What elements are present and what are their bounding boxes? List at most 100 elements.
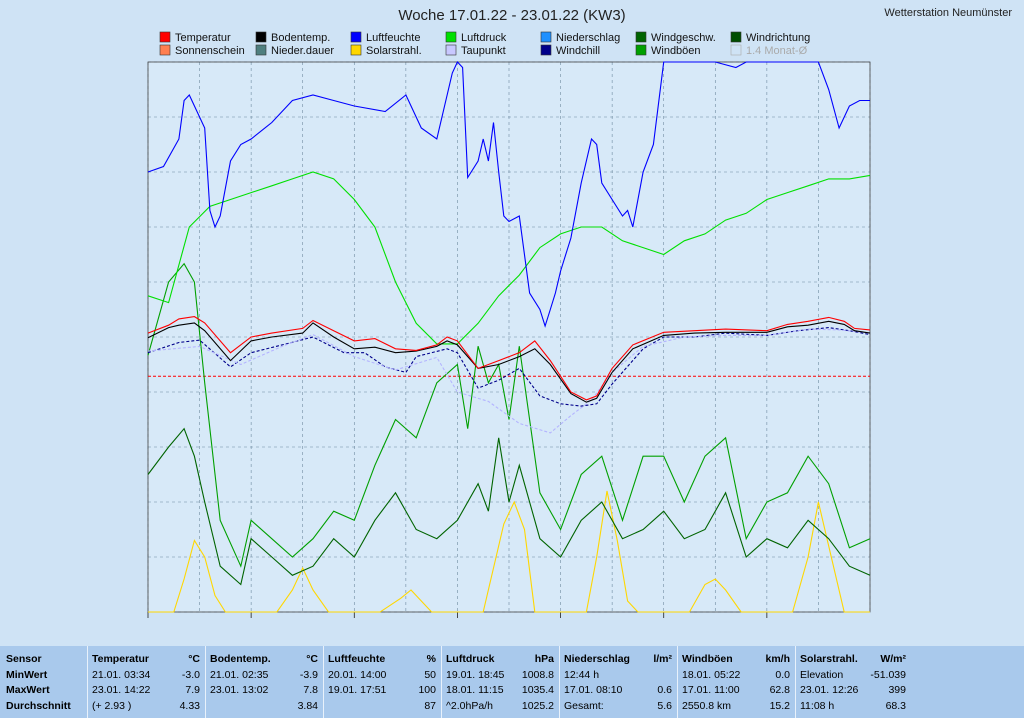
summary-row: 18.01. 11:15 1035.4: [446, 683, 554, 699]
summary-value: 62.8: [769, 684, 790, 696]
summary-value: 100: [418, 684, 436, 696]
legend-swatch: [730, 31, 742, 43]
series-line-windgeschw-: [147, 427, 871, 586]
summary-time: 23.01. 13:02: [210, 684, 269, 696]
series-line-luftdruck: [147, 171, 871, 345]
legend-swatch: [635, 44, 647, 56]
summary-value: 7.8: [303, 684, 318, 696]
series-line-taupunkt: [147, 328, 871, 434]
summary-header: Niederschlag l/m²: [564, 652, 672, 668]
legend-swatch: [635, 31, 647, 43]
summary-title: Bodentemp.: [210, 653, 271, 665]
summary-row: 17.01. 11:00 62.8: [682, 683, 790, 699]
summary-value: 5.6: [657, 699, 672, 712]
series-line-windb-en: [147, 262, 871, 568]
summary-row: 3.84: [210, 699, 318, 715]
plot-border: [147, 61, 871, 613]
summary-time: 17.01. 08:10: [564, 684, 623, 696]
legend-label: Taupunkt: [461, 45, 506, 57]
summary-value: 7.9: [185, 684, 200, 696]
summary-column: Luftdruck hPa 19.01. 18:45 1008.8 18.01. 11:…: [446, 652, 554, 714]
summary-column: Temperatur °C 21.01. 03:34 -3.0 23.01. 14:22…: [92, 652, 200, 714]
grid-lines: [147, 61, 871, 613]
summary-time: 23.01. 14:22: [92, 684, 151, 696]
summary-value: 15.2: [769, 699, 790, 712]
legend-swatch: [445, 44, 457, 56]
summary-time: 18.01. 05:22: [682, 668, 741, 681]
summary-time: 12:44 h: [564, 668, 600, 681]
summary-header: Sensor: [6, 652, 86, 668]
series-line-solarstrahl-: [148, 490, 870, 613]
summary-separator: [795, 646, 796, 718]
summary-row: 11:08 h 68.3: [800, 699, 906, 715]
summary-row: Elevation -51.039: [800, 668, 906, 684]
summary-unit: hPa: [534, 653, 554, 665]
summary-separator: [441, 646, 442, 718]
summary-time: 11:08 h: [800, 699, 835, 712]
summary-title: Temperatur: [92, 653, 149, 665]
summary-header: Bodentemp. °C: [210, 652, 318, 668]
summary-row-label: MaxWert: [6, 684, 50, 696]
summary-time: 17.01. 11:00: [682, 684, 740, 696]
summary-row: 19.01. 17:51 100: [328, 683, 436, 699]
summary-time: 21.01. 02:35: [210, 668, 269, 681]
legend-label: Temperatur: [175, 32, 231, 44]
summary-time: 19.01. 18:45: [446, 668, 505, 681]
weather-chart: Temperatur Bodentemp. Luftfeuchte Luftdruck…: [147, 7, 1013, 618]
legend-label: Sonnenschein: [175, 45, 245, 57]
summary-row: 21.01. 02:35 -3.9: [210, 668, 318, 684]
summary-header: Windböen km/h: [682, 652, 790, 668]
summary-column: Luftfeuchte% 20.01. 14:00 50 19.01. 17:51 10…: [328, 652, 436, 714]
summary-title: Luftdruck: [446, 653, 495, 665]
legend-label: Bodentemp.: [271, 32, 330, 44]
summary-separator: [323, 646, 324, 718]
summary-unit: °C: [188, 653, 200, 665]
legend-swatch: [350, 44, 362, 56]
summary-separator: [677, 646, 678, 718]
summary-title: Sensor: [6, 653, 42, 665]
summary-column: Bodentemp. °C 21.01. 02:35 -3.9 23.01. 13:02…: [210, 652, 318, 714]
summary-column: Niederschlag l/m² 12:44 h 17.01. 08:10 0.6 Ge…: [564, 652, 672, 714]
summary-row: 87: [328, 699, 436, 715]
legend-swatch: [159, 31, 171, 43]
legend-label: Windrichtung: [746, 32, 810, 44]
station-name: Wetterstation Neumünster: [884, 7, 1012, 19]
legend-label: Windchill: [556, 45, 600, 57]
summary-row: MinWert: [6, 668, 86, 684]
summary-value: 399: [888, 684, 906, 696]
legend-label: Nieder.dauer: [271, 45, 334, 57]
summary-value: 0.0: [775, 668, 790, 681]
summary-value: 68.3: [885, 699, 906, 712]
summary-header: Luftdruck hPa: [446, 652, 554, 668]
summary-unit: l/m²: [653, 653, 672, 665]
summary-value: 3.84: [297, 699, 318, 712]
summary-value: -3.0: [181, 668, 200, 681]
summary-title: Niederschlag: [564, 653, 630, 665]
summary-row: 12:44 h: [564, 668, 672, 684]
legend-swatch: [350, 31, 362, 43]
summary-title: Luftfeuchte: [328, 653, 386, 665]
summary-column: Solarstrahl. W/m² Elevation -51.039 23.01. 1…: [800, 652, 906, 714]
summary-row: MaxWert: [6, 683, 86, 699]
summary-row: 20.01. 14:00 50: [328, 668, 436, 684]
legend-swatch: [540, 44, 552, 56]
summary-row: 2550.8 km 15.2: [682, 699, 790, 715]
summary-time: Elevation: [800, 668, 844, 681]
legend-label: 1.4 Monat-Ø: [746, 45, 808, 57]
summary-time: 18.01. 11:15: [446, 684, 504, 696]
series-line-bodentemp-: [147, 320, 871, 403]
summary-table: Sensor MinWert MaxWert Durchschnitt Temperat…: [0, 646, 1024, 718]
summary-unit: km/h: [765, 653, 790, 665]
legend: Temperatur Bodentemp. Luftfeuchte Luftdruck…: [159, 31, 810, 57]
summary-time: ^2.0hPa/h: [446, 699, 493, 712]
series-line-temperatur: [147, 316, 871, 401]
summary-value: 87: [424, 699, 436, 712]
summary-title: Solarstrahl.: [800, 653, 858, 665]
summary-row-label: MinWert: [6, 668, 48, 681]
legend-label: Windböen: [651, 45, 701, 57]
summary-row: ^2.0hPa/h 1025.2: [446, 699, 554, 715]
summary-time: 21.01. 03:34: [92, 668, 151, 681]
summary-time: Gesamt:: [564, 699, 604, 712]
summary-header: Temperatur °C: [92, 652, 200, 668]
summary-title: Windböen: [682, 653, 733, 665]
